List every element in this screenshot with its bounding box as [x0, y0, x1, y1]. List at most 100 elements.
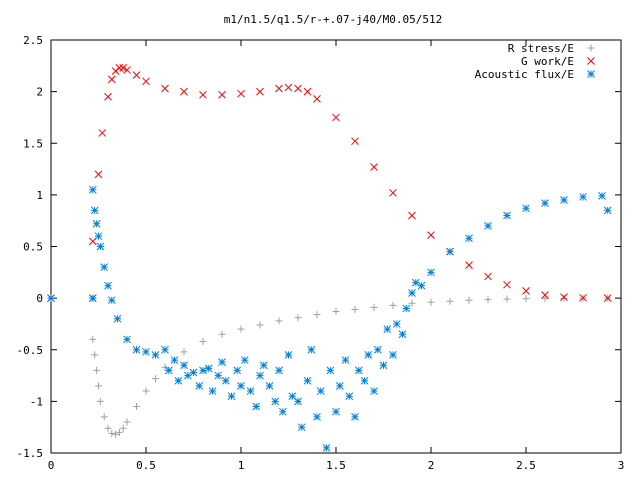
data-point: [294, 314, 302, 322]
data-point: [427, 298, 435, 306]
data-point: [284, 83, 293, 92]
data-point: [284, 351, 293, 359]
data-point: [265, 382, 274, 390]
data-point: [256, 321, 264, 329]
data-point: [598, 192, 606, 200]
data-point: [465, 234, 473, 243]
data-point: [332, 113, 340, 122]
data-point: [94, 170, 103, 179]
data-point: [316, 387, 325, 395]
data-point: [221, 376, 230, 385]
data-point: [560, 196, 568, 204]
data-point: [379, 361, 388, 370]
y-tick-label: -1: [30, 395, 43, 408]
data-point: [123, 66, 131, 74]
data-point: [142, 347, 150, 356]
data-point: [89, 335, 97, 343]
data-point: [174, 376, 183, 385]
data-point: [579, 293, 587, 302]
x-tick-label: 2.5: [516, 459, 536, 472]
data-point: [161, 345, 169, 354]
data-point: [256, 371, 264, 380]
plot-frame: [50, 39, 622, 454]
data-point: [484, 296, 492, 304]
data-point: [227, 392, 236, 401]
data-point: [161, 84, 169, 93]
data-point: [603, 206, 612, 215]
data-point: [326, 366, 335, 375]
data-point: [233, 366, 242, 375]
data-point: [408, 299, 416, 307]
data-point: [341, 356, 350, 364]
data-point: [351, 305, 359, 313]
data-point: [335, 382, 344, 390]
data-point: [180, 348, 188, 356]
data-point: [119, 424, 127, 432]
y-tick-label: -1.5: [17, 447, 44, 460]
data-point: [90, 206, 99, 215]
y-tick-label: 1: [36, 189, 43, 202]
data-point: [484, 221, 492, 230]
data-point: [115, 428, 123, 436]
data-point: [208, 387, 217, 395]
data-point: [522, 295, 530, 303]
data-point: [195, 382, 204, 390]
y-tick-label: 0: [36, 292, 43, 305]
x-tick-label: 1.5: [326, 459, 346, 472]
data-point: [142, 77, 150, 86]
data-point: [256, 87, 264, 96]
data-point: [579, 193, 587, 201]
data-point: [370, 387, 378, 395]
data-point: [275, 366, 283, 375]
data-point: [351, 413, 359, 421]
legend-label: R stress/E: [508, 42, 574, 55]
data-point: [398, 330, 407, 339]
y-tick-label: 2: [36, 86, 43, 99]
data-point: [345, 392, 354, 401]
data-point: [503, 211, 511, 220]
data-point: [199, 366, 207, 375]
data-point: [93, 366, 101, 374]
data-point: [183, 371, 192, 380]
data-point: [96, 397, 104, 405]
data-point: [142, 387, 150, 395]
data-point: [465, 261, 473, 269]
data-point: [88, 294, 97, 302]
data-point: [370, 303, 378, 311]
series-2: [47, 64, 612, 302]
data-point: [108, 429, 116, 437]
data-point: [313, 94, 321, 103]
data-point: [132, 345, 141, 354]
data-point: [107, 75, 116, 84]
data-point: [237, 89, 245, 98]
data-point: [389, 301, 397, 309]
data-point: [294, 84, 302, 93]
data-point: [252, 402, 261, 411]
data-point: [541, 199, 549, 207]
x-tick-label: 3: [618, 459, 625, 472]
data-point: [332, 407, 340, 416]
data-point: [313, 413, 321, 421]
data-point: [383, 325, 392, 333]
data-point: [104, 281, 112, 290]
data-point: [465, 296, 473, 304]
data-point: [96, 242, 105, 251]
x-tick-label: 0: [48, 459, 55, 472]
data-point: [541, 291, 549, 299]
data-point: [151, 351, 160, 359]
y-tick-label: 1.5: [23, 137, 43, 150]
data-point: [189, 368, 198, 377]
data-point: [402, 304, 411, 313]
data-point: [199, 90, 207, 99]
y-tick-label: 0.5: [23, 241, 43, 254]
axes: 0 0.5 1 1.5 2 2.5 3 -1.5 -1 -0.5 0 0.5 1 1.5 2 2.5: [17, 34, 625, 472]
data-point: [351, 137, 359, 146]
data-point: [278, 407, 287, 416]
data-point: [313, 311, 321, 319]
x-tick-label: 2: [428, 459, 435, 472]
data-point: [360, 376, 369, 385]
legend-marker: [587, 44, 595, 52]
data-point: [152, 375, 159, 383]
data-point: [47, 294, 55, 302]
